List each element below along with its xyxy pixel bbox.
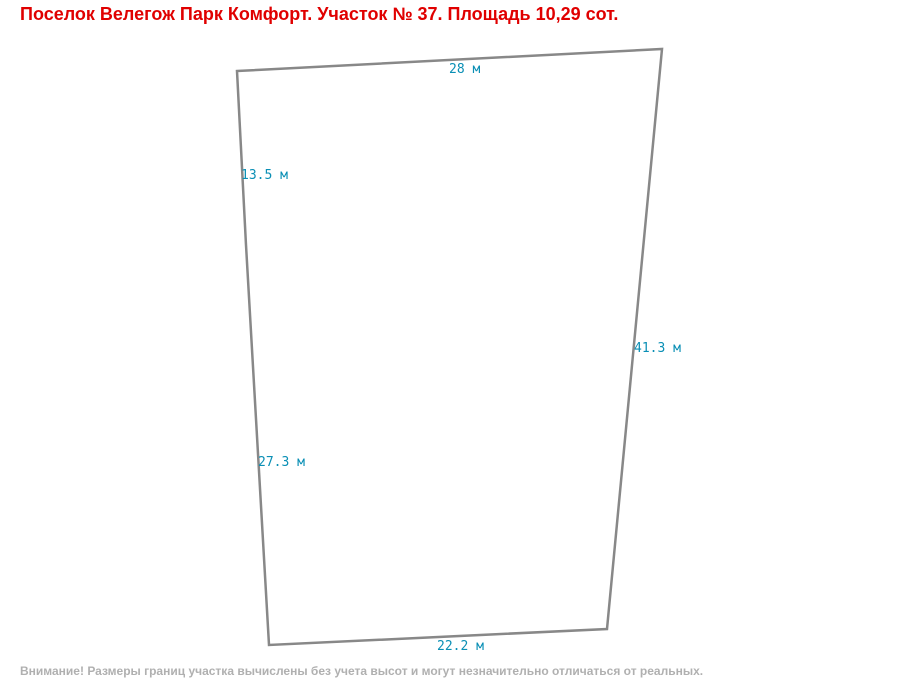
footer-note: Внимание! Размеры границ участка вычисле… <box>20 664 703 678</box>
edge-label: 27.3 м <box>258 455 305 470</box>
edge-label: 22.2 м <box>437 639 484 654</box>
edge-label: 28 м <box>449 62 480 77</box>
plot-outline <box>235 47 664 647</box>
edge-label: 13.5 м <box>241 168 288 183</box>
title: Поселок Велегож Парк Комфорт. Участок № … <box>20 4 618 24</box>
edge-label: 41.3 м <box>634 341 681 356</box>
